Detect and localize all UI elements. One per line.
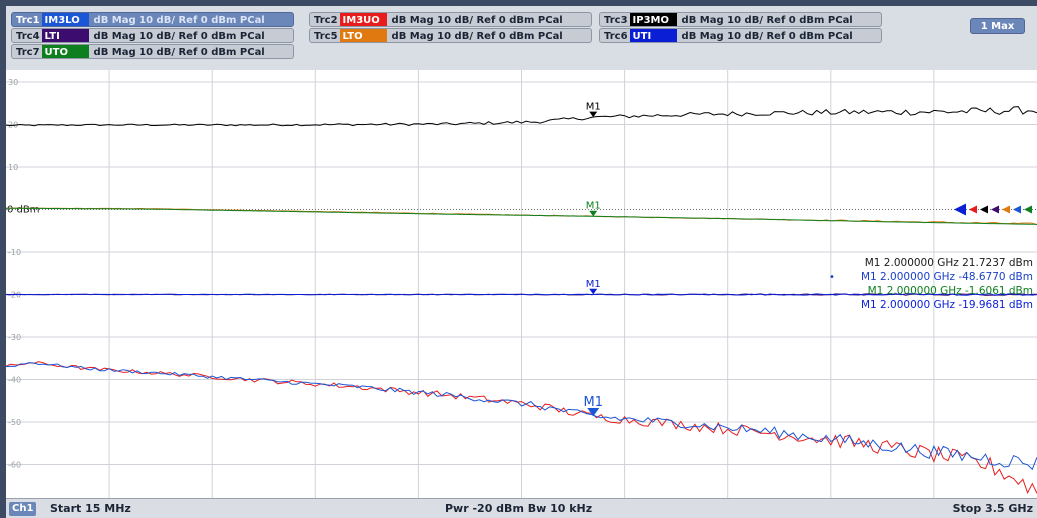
y-tick-label: 30: [8, 78, 18, 87]
marker-label: M1: [586, 279, 601, 290]
marker-triangle: [589, 288, 598, 295]
trace-format: dB Mag 10 dB/ Ref 0 dBm PCal: [391, 31, 563, 42]
trace-name: IM3LO: [41, 13, 89, 26]
y-tick-label: -30: [8, 333, 21, 342]
trace-format: dB Mag 10 dB/ Ref 0 dBm PCal: [93, 31, 265, 42]
y-tick-label: 10: [8, 163, 18, 172]
markers: M1 M1 M1 M1: [583, 102, 603, 417]
trace-tag-trc7[interactable]: Trc7 UTO dB Mag 10 dB/ Ref 0 dBm PCal: [11, 44, 294, 59]
trace-format: dB Mag 10 dB/ Ref 0 dBm PCal: [681, 15, 853, 26]
ref-arrow: [1002, 205, 1010, 214]
ref-arrow: [991, 205, 999, 214]
trace-tag-trc1[interactable]: Trc1 IM3LO dB Mag 10 dB/ Ref 0 dBm PCal: [11, 12, 294, 27]
start-frequency[interactable]: Start 15 MHz: [50, 502, 131, 515]
trace-name: UTI: [629, 29, 677, 42]
trace-tag-trc2[interactable]: Trc2 IM3UO dB Mag 10 dB/ Ref 0 dBm PCal: [309, 12, 592, 27]
marker-readout: M1 2.000000 GHz 21.7237 dBm: [865, 257, 1033, 269]
channel-badge[interactable]: Ch1: [9, 502, 37, 516]
trace-im3lo: [5, 362, 1037, 471]
stop-frequency[interactable]: Stop 3.5 GHz: [952, 502, 1033, 515]
channel-footer: Ch1 Start 15 MHz Pwr -20 dBm Bw 10 kHz S…: [6, 498, 1037, 518]
readout-bullet: •: [829, 272, 835, 283]
grid: [6, 70, 1037, 508]
marker-label: M1: [586, 201, 601, 212]
trace-id: Trc1: [16, 15, 40, 26]
marker-readout: M1 2.000000 GHz -48.6770 dBm: [861, 271, 1033, 283]
analyzer-window: Trc1 IM3LO dB Mag 10 dB/ Ref 0 dBm PCal Trc…: [5, 6, 1037, 518]
y-tick-label: -60: [8, 461, 21, 470]
marker-triangle: [587, 407, 600, 417]
y-tick-label: 0 dBm: [7, 205, 40, 216]
trace-format: dB Mag 10 dB/ Ref 0 dBm PCal: [391, 15, 563, 26]
ref-level-arrows: [954, 203, 1032, 216]
trace-uti: [5, 293, 1037, 296]
trace-name: LTO: [339, 29, 387, 42]
trace-id: Trc3: [604, 15, 628, 26]
traces: [5, 106, 1037, 494]
trace-format: dB Mag 10 dB/ Ref 0 dBm PCal: [93, 47, 265, 58]
ref-arrow: [1013, 205, 1021, 214]
y-tick-label: -50: [8, 418, 21, 427]
trace-name: IM3UO: [339, 13, 387, 26]
marker-triangle: [589, 111, 598, 118]
ref-arrow: [969, 205, 977, 214]
trace-name: IP3MO: [629, 13, 677, 26]
marker-label: M1: [583, 395, 603, 410]
trace-tag-trc3[interactable]: Trc3 IP3MO dB Mag 10 dB/ Ref 0 dBm PCal: [599, 12, 882, 27]
trace-header: Trc1 IM3LO dB Mag 10 dB/ Ref 0 dBm PCal Trc…: [6, 6, 1037, 70]
trace-tag-trc4[interactable]: Trc4 LTI dB Mag 10 dB/ Ref 0 dBm PCal: [11, 28, 294, 43]
trace-id: Trc5: [314, 31, 338, 42]
marker-label: M1: [586, 102, 601, 113]
trace-id: Trc4: [16, 31, 40, 42]
marker-readout: M1 2.000000 GHz -19.9681 dBm: [861, 299, 1033, 311]
ref-arrow: [1024, 205, 1032, 214]
marker-readouts: M1 2.000000 GHz 21.7237 dBm • M1 2.000000 …: [829, 257, 1033, 311]
trace-format: dB Mag 10 dB/ Ref 0 dBm PCal: [681, 31, 853, 42]
trace-id: Trc7: [16, 47, 40, 58]
trace-uto: [5, 207, 1037, 225]
trace-name: LTI: [41, 29, 89, 42]
power-bandwidth[interactable]: Pwr -20 dBm Bw 10 kHz: [445, 502, 593, 515]
trace-id: Trc6: [604, 31, 628, 42]
trace-tag-trc5[interactable]: Trc5 LTO dB Mag 10 dB/ Ref 0 dBm PCal: [309, 28, 592, 43]
ref-arrow: [954, 203, 966, 216]
trace-ip3mo: [5, 106, 1037, 127]
trace-format: dB Mag 10 dB/ Ref 0 dBm PCal: [93, 15, 265, 26]
trace-im3uo: [5, 361, 1037, 494]
trace-tag-trc6[interactable]: Trc6 UTI dB Mag 10 dB/ Ref 0 dBm PCal: [599, 28, 882, 43]
marker-triangle: [589, 210, 598, 217]
y-tick-label: -40: [8, 376, 21, 385]
trace-id: Trc2: [314, 15, 338, 26]
trace-name: UTO: [41, 45, 89, 58]
marker-readout: M1 2.000000 GHz -1.6061 dBm: [868, 285, 1033, 297]
ref-arrow: [980, 205, 988, 214]
max-button[interactable]: 1 Max: [970, 18, 1025, 34]
y-tick-label: -10: [8, 248, 21, 257]
